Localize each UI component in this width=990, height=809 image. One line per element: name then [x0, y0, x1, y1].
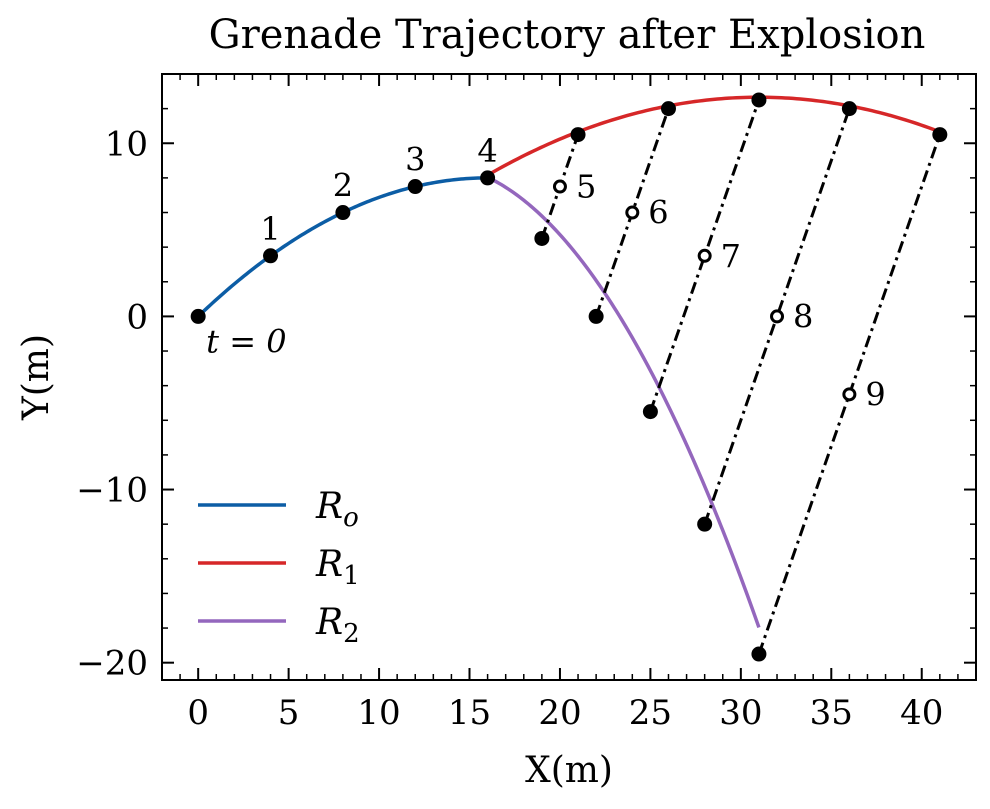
com-point-2: [697, 248, 712, 263]
data-point-1-1: [660, 101, 676, 117]
time-label-2: 3: [405, 141, 425, 179]
com-label-3: 8: [793, 297, 813, 335]
data-point-2-0: [534, 230, 550, 246]
x-tick-label-1: 5: [278, 693, 300, 733]
data-point-1-3: [841, 101, 857, 117]
com-label-2: 7: [721, 237, 741, 275]
legend: Ro R1 R2: [198, 486, 360, 649]
y-tick-label-3: 10: [105, 124, 148, 164]
data-point-1-0: [570, 127, 586, 143]
com-point-4: [842, 387, 857, 402]
y-tick-label-1: −10: [76, 471, 148, 511]
series-line-1: [486, 95, 941, 177]
x-tick-label-4: 20: [538, 693, 581, 733]
data-point-0-3: [407, 179, 423, 195]
com-label-0: 5: [576, 168, 596, 206]
legend-label-2: R2: [315, 602, 360, 649]
data-point-0-0: [190, 308, 206, 324]
data-point-1-4: [932, 127, 948, 143]
x-tick-label-7: 35: [810, 693, 853, 733]
data-point-0-1: [263, 248, 279, 264]
data-point-0-4: [480, 170, 496, 186]
y-tick-label-2: 0: [126, 297, 148, 337]
chart-title: Grenade Trajectory after Explosion: [209, 12, 926, 58]
point-labels: 5 6 7 8 9 1 2 3 4 t = 0: [206, 132, 886, 413]
data-point-2-2: [642, 404, 658, 420]
connector-line-2: [648, 99, 761, 413]
series-line-2: [486, 175, 761, 629]
x-tick-label-6: 30: [719, 693, 762, 733]
com-point-0: [552, 179, 567, 194]
time-label-1: 2: [333, 167, 353, 205]
trajectory-curves: [196, 95, 941, 629]
x-tick-label-2: 10: [357, 693, 400, 733]
plot-frame: [161, 73, 977, 681]
com-point-1: [625, 205, 640, 220]
legend-label-0: Ro: [315, 486, 359, 533]
data-point-0-2: [335, 205, 351, 221]
data-point-1-2: [751, 92, 767, 108]
y-tick-label-0: −20: [76, 644, 148, 684]
com-point-3: [770, 309, 785, 324]
x-tick-label-0: 0: [187, 693, 209, 733]
x-axis-title: X(m): [525, 750, 613, 791]
t0-annotation: t = 0: [206, 322, 286, 360]
data-point-2-4: [751, 646, 767, 662]
x-tick-label-8: 40: [900, 693, 943, 733]
com-label-1: 6: [648, 194, 668, 232]
com-label-4: 9: [865, 375, 885, 413]
center-of-mass-points: [552, 179, 857, 402]
time-label-3: 4: [477, 132, 497, 170]
y-axis-title: Y(m): [16, 334, 57, 421]
data-point-2-3: [697, 516, 713, 532]
data-point-2-1: [588, 308, 604, 324]
x-tick-label-5: 25: [629, 693, 672, 733]
x-tick-label-3: 15: [448, 693, 491, 733]
trajectory-points: [190, 92, 948, 662]
legend-label-1: R1: [315, 544, 360, 591]
time-label-0: 1: [260, 210, 280, 248]
